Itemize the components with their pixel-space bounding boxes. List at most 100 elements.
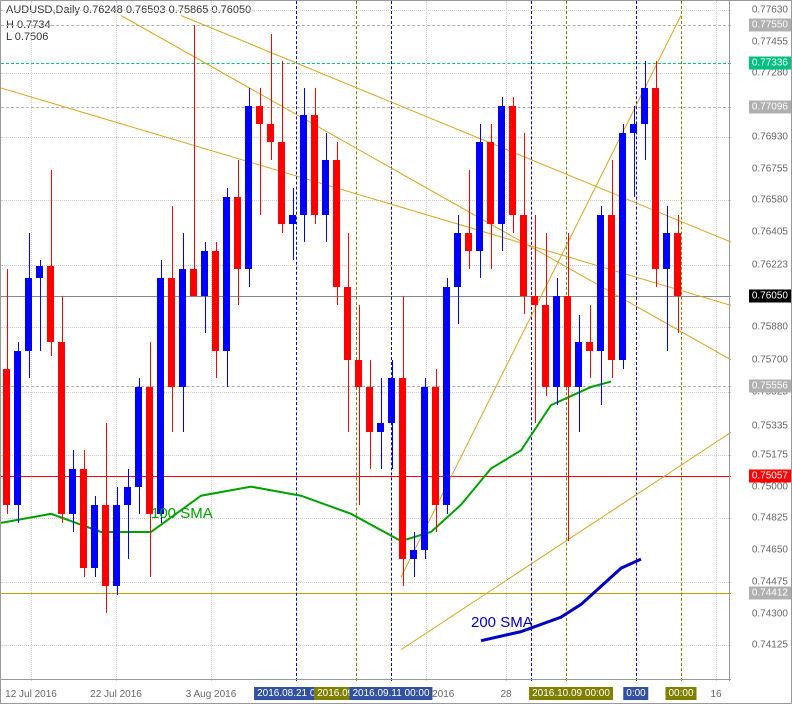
y-tick-label: 0.74825 bbox=[752, 513, 788, 524]
y-label-box: 0.77550 bbox=[749, 18, 791, 31]
y-tick-label: 0.74125 bbox=[752, 640, 788, 651]
candle-body bbox=[509, 106, 516, 215]
candle-body bbox=[322, 160, 329, 214]
candle-body bbox=[157, 278, 164, 514]
candle-body bbox=[91, 505, 98, 568]
candle-body bbox=[564, 296, 571, 387]
candle-body bbox=[300, 115, 307, 215]
candle-body bbox=[355, 360, 362, 387]
candle-wick bbox=[667, 206, 668, 351]
candle-body bbox=[201, 251, 208, 296]
candle-body bbox=[179, 269, 186, 387]
candle-body bbox=[25, 278, 32, 350]
candle-body bbox=[212, 251, 219, 351]
candle-body bbox=[553, 296, 560, 387]
y-tick-label: 0.77455 bbox=[752, 36, 788, 47]
trend-line bbox=[401, 432, 731, 649]
candle-body bbox=[575, 342, 582, 387]
y-label-box: 0.76050 bbox=[749, 290, 791, 303]
candle-body bbox=[542, 305, 549, 387]
candle-body bbox=[586, 342, 593, 351]
candle-body bbox=[190, 269, 197, 296]
candle-body bbox=[58, 342, 65, 514]
candle-body bbox=[14, 351, 21, 505]
candle-wick bbox=[359, 305, 360, 504]
trend-line bbox=[181, 15, 731, 242]
candle-body bbox=[454, 233, 461, 287]
candle-body bbox=[344, 287, 351, 359]
candle-body bbox=[267, 124, 274, 142]
y-tick-label: 0.74300 bbox=[752, 608, 788, 619]
y-label-box: 0.77096 bbox=[749, 100, 791, 113]
candle-body bbox=[377, 423, 384, 432]
candle-body bbox=[388, 378, 395, 423]
y-tick-label: 0.76405 bbox=[752, 227, 788, 238]
y-label-box: 0.75057 bbox=[749, 470, 791, 483]
candle-body bbox=[597, 215, 604, 351]
candle-body bbox=[278, 142, 285, 224]
y-tick-label: 0.76930 bbox=[752, 131, 788, 142]
candle-wick bbox=[194, 25, 195, 297]
y-tick-label: 0.77630 bbox=[752, 5, 788, 16]
candle-body bbox=[36, 266, 43, 279]
candle-body bbox=[487, 142, 494, 224]
x-label-box: 0:00 bbox=[623, 687, 648, 700]
candle-body bbox=[619, 133, 626, 360]
candle-body bbox=[135, 387, 142, 487]
y-tick-label: 0.74650 bbox=[752, 545, 788, 556]
candle-body bbox=[663, 233, 670, 269]
candle-body bbox=[432, 387, 439, 505]
candle-body bbox=[69, 469, 76, 514]
x-axis: 12 Jul 201622 Jul 20163 Aug 201616 Sep 2… bbox=[1, 679, 731, 703]
candle-body bbox=[146, 387, 153, 514]
candle-body bbox=[608, 215, 615, 360]
candle-body bbox=[124, 487, 131, 505]
candle-body bbox=[366, 387, 373, 432]
y-axis: 0.776300.774550.772800.771050.769300.767… bbox=[729, 1, 791, 681]
y-label-box: 0.75556 bbox=[749, 379, 791, 392]
x-tick-label: 3 Aug 2016 bbox=[186, 689, 237, 700]
y-tick-label: 0.76223 bbox=[752, 260, 788, 271]
candle-body bbox=[421, 387, 428, 550]
candle-body bbox=[641, 88, 648, 124]
candle-body bbox=[311, 115, 318, 215]
candle-body bbox=[443, 287, 450, 504]
candle-body bbox=[80, 469, 87, 569]
y-tick-label: 0.76755 bbox=[752, 163, 788, 174]
candle-body bbox=[410, 550, 417, 559]
candle-body bbox=[234, 197, 241, 269]
y-tick-label: 0.75880 bbox=[752, 322, 788, 333]
y-tick-label: 0.74475 bbox=[752, 576, 788, 587]
candle-body bbox=[520, 215, 527, 297]
candle-body bbox=[3, 369, 10, 505]
chart-container: AUDUSD,Daily 0.76248 0.76503 0.75865 0.7… bbox=[0, 0, 792, 704]
candle-body bbox=[674, 233, 681, 296]
candle-body bbox=[531, 296, 538, 305]
candle-wick bbox=[293, 188, 294, 260]
candle-body bbox=[102, 505, 109, 587]
candle-body bbox=[245, 106, 252, 269]
x-label-box: 2016.10.09 00:00 bbox=[529, 687, 613, 700]
x-label-box: 00:00 bbox=[665, 687, 696, 700]
y-label-box: 0.77336 bbox=[749, 57, 791, 70]
candle-body bbox=[630, 124, 637, 133]
candle-wick bbox=[568, 233, 569, 541]
x-tick-label: 22 Jul 2016 bbox=[90, 689, 142, 700]
candle-body bbox=[399, 378, 406, 559]
candle-body bbox=[289, 215, 296, 224]
candle-body bbox=[223, 197, 230, 351]
candle-body bbox=[652, 88, 659, 269]
chart-area[interactable]: 100 SMA200 SMA bbox=[1, 1, 731, 681]
candle-body bbox=[465, 233, 472, 251]
candle-body bbox=[498, 106, 505, 224]
candle-wick bbox=[128, 469, 129, 560]
candle-body bbox=[113, 505, 120, 587]
candle-wick bbox=[535, 215, 536, 423]
sma-200-label: 200 SMA bbox=[471, 614, 533, 631]
y-tick-label: 0.76580 bbox=[752, 195, 788, 206]
y-label-box: 0.74412 bbox=[749, 587, 791, 600]
x-tick-label: 12 Jul 2016 bbox=[5, 689, 57, 700]
y-tick-label: 0.75700 bbox=[752, 354, 788, 365]
candle-body bbox=[476, 142, 483, 251]
candle-body bbox=[47, 266, 54, 342]
